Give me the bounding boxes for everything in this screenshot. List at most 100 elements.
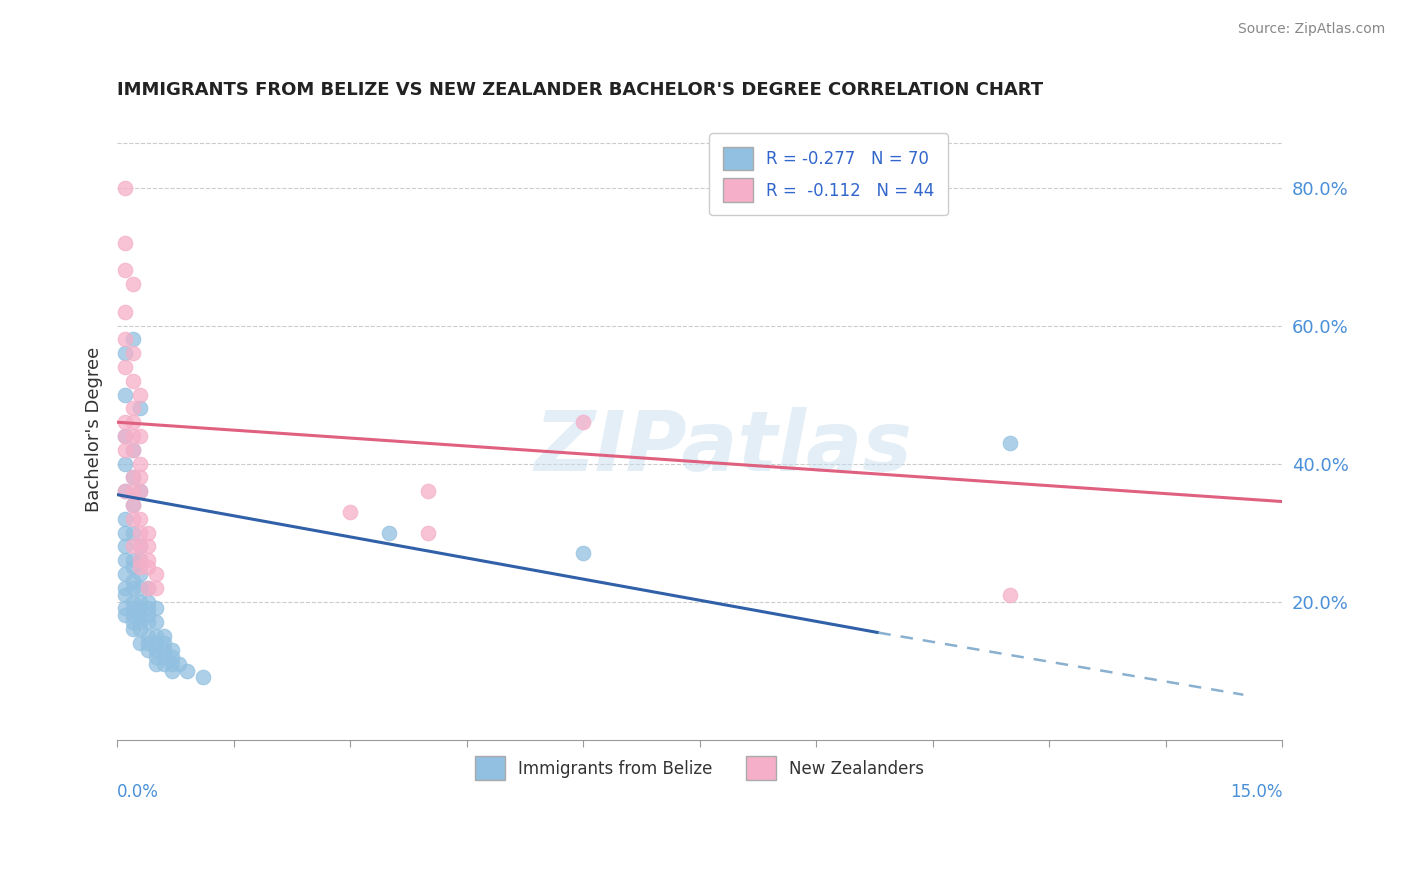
Point bbox=[152, 636, 174, 650]
Point bbox=[136, 615, 159, 630]
Point bbox=[129, 622, 152, 636]
Point bbox=[145, 636, 167, 650]
Point bbox=[114, 601, 136, 615]
Point bbox=[145, 643, 167, 657]
Point bbox=[145, 629, 167, 643]
Point bbox=[121, 470, 143, 484]
Point bbox=[129, 553, 152, 567]
Point bbox=[121, 594, 143, 608]
Point bbox=[114, 608, 136, 623]
Point bbox=[136, 553, 159, 567]
Point bbox=[416, 484, 439, 499]
Text: Source: ZipAtlas.com: Source: ZipAtlas.com bbox=[1237, 22, 1385, 37]
Text: IMMIGRANTS FROM BELIZE VS NEW ZEALANDER BACHELOR'S DEGREE CORRELATION CHART: IMMIGRANTS FROM BELIZE VS NEW ZEALANDER … bbox=[117, 81, 1043, 99]
Point bbox=[121, 415, 143, 429]
Point bbox=[145, 615, 167, 630]
Point bbox=[1000, 436, 1022, 450]
Point bbox=[121, 277, 143, 292]
Point bbox=[121, 484, 143, 499]
Point bbox=[136, 629, 159, 643]
Point bbox=[114, 457, 136, 471]
Point bbox=[129, 615, 152, 630]
Point bbox=[136, 601, 159, 615]
Point bbox=[129, 525, 152, 540]
Point bbox=[121, 429, 143, 443]
Point bbox=[114, 346, 136, 360]
Point bbox=[121, 374, 143, 388]
Point bbox=[136, 581, 159, 595]
Y-axis label: Bachelor's Degree: Bachelor's Degree bbox=[86, 346, 103, 512]
Point bbox=[121, 512, 143, 526]
Point bbox=[145, 649, 167, 664]
Point bbox=[191, 670, 214, 684]
Point bbox=[114, 333, 136, 347]
Point bbox=[152, 629, 174, 643]
Point bbox=[129, 429, 152, 443]
Point bbox=[121, 540, 143, 554]
Point bbox=[121, 581, 143, 595]
Point bbox=[145, 566, 167, 581]
Point bbox=[416, 525, 439, 540]
Point bbox=[114, 305, 136, 319]
Point bbox=[136, 608, 159, 623]
Point bbox=[129, 470, 152, 484]
Point bbox=[114, 588, 136, 602]
Point bbox=[114, 180, 136, 194]
Point bbox=[169, 657, 191, 671]
Point bbox=[129, 540, 152, 554]
Point bbox=[160, 657, 183, 671]
Point bbox=[114, 359, 136, 374]
Point bbox=[129, 484, 152, 499]
Point bbox=[152, 643, 174, 657]
Point bbox=[114, 429, 136, 443]
Point bbox=[129, 457, 152, 471]
Point bbox=[176, 664, 198, 678]
Point bbox=[145, 601, 167, 615]
Point bbox=[160, 643, 183, 657]
Point bbox=[152, 649, 174, 664]
Legend: Immigrants from Belize, New Zealanders: Immigrants from Belize, New Zealanders bbox=[461, 743, 938, 793]
Point bbox=[129, 540, 152, 554]
Point bbox=[121, 553, 143, 567]
Point bbox=[129, 601, 152, 615]
Text: ZIPatlas: ZIPatlas bbox=[534, 408, 912, 488]
Point bbox=[114, 415, 136, 429]
Point bbox=[114, 263, 136, 277]
Point bbox=[378, 525, 401, 540]
Point bbox=[136, 560, 159, 574]
Point bbox=[129, 581, 152, 595]
Point bbox=[339, 505, 361, 519]
Point bbox=[129, 636, 152, 650]
Point bbox=[129, 560, 152, 574]
Point bbox=[129, 608, 152, 623]
Point bbox=[121, 401, 143, 416]
Text: 0.0%: 0.0% bbox=[117, 783, 159, 801]
Point bbox=[121, 346, 143, 360]
Point bbox=[114, 484, 136, 499]
Point bbox=[136, 636, 159, 650]
Point bbox=[145, 581, 167, 595]
Point bbox=[121, 442, 143, 457]
Point bbox=[121, 498, 143, 512]
Point bbox=[136, 540, 159, 554]
Point bbox=[121, 442, 143, 457]
Point bbox=[160, 649, 183, 664]
Point bbox=[114, 540, 136, 554]
Point bbox=[114, 484, 136, 499]
Point bbox=[121, 470, 143, 484]
Point bbox=[121, 525, 143, 540]
Point bbox=[129, 566, 152, 581]
Point bbox=[114, 442, 136, 457]
Point bbox=[114, 581, 136, 595]
Point bbox=[121, 615, 143, 630]
Point bbox=[129, 484, 152, 499]
Point bbox=[129, 594, 152, 608]
Point bbox=[129, 512, 152, 526]
Point bbox=[121, 574, 143, 588]
Point bbox=[114, 429, 136, 443]
Point bbox=[145, 657, 167, 671]
Point bbox=[114, 566, 136, 581]
Point bbox=[1000, 588, 1022, 602]
Point bbox=[114, 235, 136, 250]
Point bbox=[121, 498, 143, 512]
